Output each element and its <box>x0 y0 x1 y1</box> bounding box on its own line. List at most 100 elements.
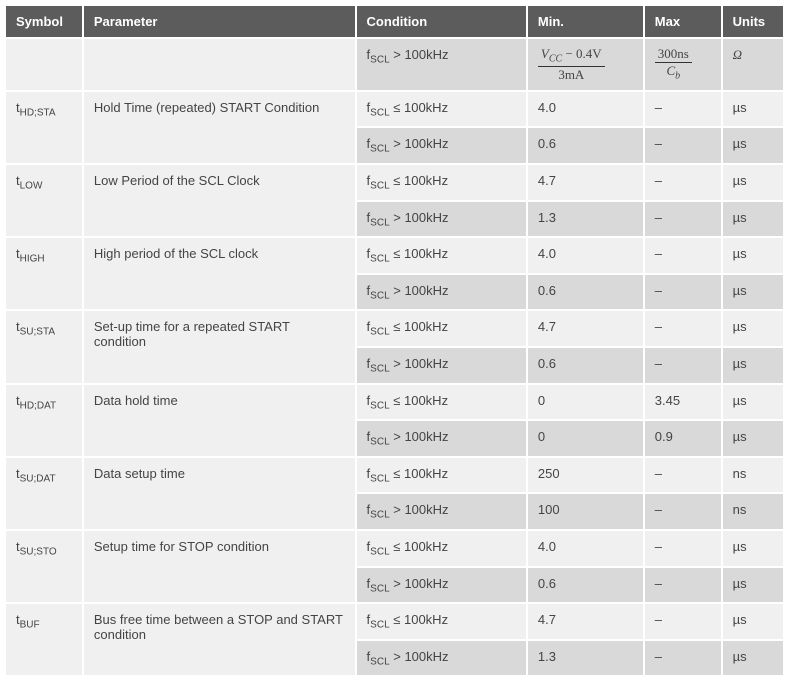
cond-text: ≤ 100kHz <box>393 612 448 627</box>
min-den: 3mA <box>538 67 605 82</box>
cell-max: 300ns Cb <box>644 38 722 91</box>
cell-min: 4.7 <box>527 310 644 347</box>
f-sub: SCL <box>370 107 389 118</box>
cell-condition: fSCL > 100kHz <box>356 127 527 164</box>
cell-units: µs <box>722 420 784 457</box>
cell-min: 0.6 <box>527 347 644 384</box>
header-symbol: Symbol <box>5 5 83 38</box>
cell-min: 250 <box>527 457 644 494</box>
header-units: Units <box>722 5 784 38</box>
cell-max: – <box>644 127 722 164</box>
cell-condition: fSCL ≤ 100kHz <box>356 310 527 347</box>
cell-max: – <box>644 530 722 567</box>
header-max: Max <box>644 5 722 38</box>
cell-min: 0 <box>527 384 644 421</box>
cell-min: 4.7 <box>527 603 644 640</box>
cell-symbol: tHD;STA <box>5 91 83 164</box>
sym-sub: SU;DAT <box>20 473 56 484</box>
cell-min: 0.6 <box>527 567 644 604</box>
cell-parameter <box>83 38 356 91</box>
table-row: tSU;DATData setup timefSCL ≤ 100kHz250–n… <box>5 457 784 494</box>
f-sub: SCL <box>370 327 389 338</box>
f-sub: SCL <box>370 364 389 375</box>
cell-units: µs <box>722 603 784 640</box>
header-row: Symbol Parameter Condition Min. Max Unit… <box>5 5 784 38</box>
cell-parameter: High period of the SCL clock <box>83 237 356 310</box>
cell-condition: fSCL ≤ 100kHz <box>356 457 527 494</box>
f-sub: SCL <box>370 620 389 631</box>
cond-text: > 100kHz <box>393 502 448 517</box>
cell-units: µs <box>722 91 784 128</box>
cond-text: ≤ 100kHz <box>393 100 448 115</box>
cell-condition: fSCL > 100kHz <box>356 38 527 91</box>
cell-min: 4.7 <box>527 164 644 201</box>
cell-max: 0.9 <box>644 420 722 457</box>
cell-condition: fSCL ≤ 100kHz <box>356 384 527 421</box>
cell-condition: fSCL ≤ 100kHz <box>356 237 527 274</box>
cell-parameter: Set-up time for a repeated START conditi… <box>83 310 356 383</box>
header-condition: Condition <box>356 5 527 38</box>
cb-c: C <box>666 63 675 78</box>
cb-b: b <box>675 71 680 82</box>
cell-condition: fSCL > 100kHz <box>356 201 527 238</box>
header-parameter: Parameter <box>83 5 356 38</box>
cell-symbol: tSU;STO <box>5 530 83 603</box>
cell-parameter: Data hold time <box>83 384 356 457</box>
cell-max: – <box>644 640 722 677</box>
sym-sub: SU;STO <box>20 547 57 558</box>
cell-units: Ω <box>722 38 784 91</box>
cell-symbol: tLOW <box>5 164 83 237</box>
vcc-v: V <box>541 46 549 61</box>
f-sub: SCL <box>370 290 389 301</box>
cell-units: µs <box>722 310 784 347</box>
sym-sub: HD;DAT <box>20 400 56 411</box>
cell-units: µs <box>722 530 784 567</box>
header-min: Min. <box>527 5 644 38</box>
f-sub: SCL <box>370 181 389 192</box>
sym-sub: LOW <box>20 181 43 192</box>
cell-max: – <box>644 457 722 494</box>
cell-max: – <box>644 603 722 640</box>
f-sub: SCL <box>370 510 389 521</box>
vcc-sub: CC <box>549 54 562 65</box>
cell-symbol <box>5 38 83 91</box>
cell-units: µs <box>722 274 784 311</box>
cell-condition: fSCL ≤ 100kHz <box>356 603 527 640</box>
cell-units: ns <box>722 493 784 530</box>
f-sub: SCL <box>370 55 389 66</box>
sym-sub: HD;STA <box>20 107 56 118</box>
cell-min: 100 <box>527 493 644 530</box>
timing-params-table: Symbol Parameter Condition Min. Max Unit… <box>4 4 785 677</box>
cell-max: 3.45 <box>644 384 722 421</box>
cell-min: 1.3 <box>527 201 644 238</box>
cond-text: ≤ 100kHz <box>393 246 448 261</box>
sym-sub: HIGH <box>20 254 45 265</box>
cell-condition: fSCL > 100kHz <box>356 640 527 677</box>
cond-text: > 100kHz <box>393 210 448 225</box>
cell-condition: fSCL > 100kHz <box>356 420 527 457</box>
table-row: tHIGHHigh period of the SCL clockfSCL ≤ … <box>5 237 784 274</box>
cell-min: 4.0 <box>527 237 644 274</box>
cell-condition: fSCL ≤ 100kHz <box>356 164 527 201</box>
cell-units: µs <box>722 201 784 238</box>
cell-units: µs <box>722 640 784 677</box>
cond-text: ≤ 100kHz <box>393 466 448 481</box>
f-sub: SCL <box>370 217 389 228</box>
cond-text: ≤ 100kHz <box>393 319 448 334</box>
cell-units: µs <box>722 237 784 274</box>
f-sub: SCL <box>370 254 389 265</box>
f-sub: SCL <box>370 400 389 411</box>
cell-condition: fSCL > 100kHz <box>356 493 527 530</box>
cell-units: µs <box>722 384 784 421</box>
cond-text: > 100kHz <box>393 356 448 371</box>
sym-sub: SU;STA <box>20 327 55 338</box>
cell-units: ns <box>722 457 784 494</box>
table-row: tBUFBus free time between a STOP and STA… <box>5 603 784 640</box>
f-sub: SCL <box>370 473 389 484</box>
cond-text: ≤ 100kHz <box>393 173 448 188</box>
cond-text: > 100kHz <box>393 429 448 444</box>
cell-min: 0.6 <box>527 127 644 164</box>
cell-max: – <box>644 567 722 604</box>
cell-max: – <box>644 164 722 201</box>
cell-max: – <box>644 91 722 128</box>
